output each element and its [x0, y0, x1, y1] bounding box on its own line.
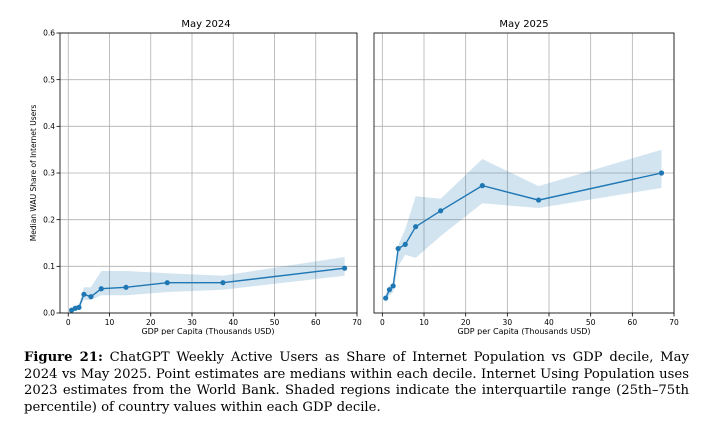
figure-caption: Figure 21: ChatGPT Weekly Active Users a…: [24, 350, 689, 416]
x-axis-label: GDP per Capita (Thousands USD): [141, 327, 274, 335]
panel-title: May 2025: [499, 19, 548, 30]
panel-may-2025: May 2025 0 10 20 30 40 50 60 70 GDP per Capita …: [373, 19, 679, 335]
x-tick-label: 0: [380, 318, 385, 327]
data-point: [88, 294, 94, 300]
x-tick-label: 30: [187, 318, 197, 327]
figure: May 2024 0 10 20 30 40 50 60 70 0.0 0.1 0.2 0.3 0.4…: [29, 19, 679, 335]
y-tick-label: 0.0: [43, 309, 55, 318]
x-tick-label: 0: [66, 318, 71, 327]
grid: [60, 32, 358, 314]
plot-frame: [373, 32, 675, 314]
y-tick-label: 0.2: [43, 215, 55, 224]
y-tick-label: 0.6: [43, 29, 55, 38]
y-ticks: 0.0 0.1 0.2 0.3 0.4 0.5 0.6: [43, 29, 60, 318]
x-tick-label: 50: [270, 318, 280, 327]
data-point: [438, 208, 444, 214]
data-point: [658, 170, 665, 176]
x-tick-label: 20: [461, 318, 471, 327]
x-ticks: 0 10 20 30 40 50 60 70: [380, 313, 679, 327]
x-tick-label: 30: [503, 318, 513, 327]
y-tick-label: 0.4: [43, 122, 55, 131]
data-point: [413, 224, 419, 230]
x-tick-label: 60: [628, 318, 638, 327]
median-line: [385, 172, 662, 299]
y-tick-label: 0.1: [43, 262, 55, 271]
data-point: [342, 265, 348, 271]
data-point: [220, 280, 226, 286]
data-point: [76, 304, 82, 310]
x-tick-label: 40: [544, 318, 554, 327]
median-points: [383, 170, 665, 301]
x-axis-label: GDP per Capita (Thousands USD): [457, 327, 590, 335]
data-point: [390, 283, 396, 289]
x-tick-label: 60: [311, 318, 321, 327]
caption-text: ChatGPT Weekly Active Users as Share of …: [24, 350, 689, 415]
x-tick-label: 70: [352, 318, 362, 327]
data-point: [395, 246, 401, 252]
y-tick-label: 0.3: [43, 169, 55, 178]
x-tick-label: 70: [669, 318, 679, 327]
y-axis-label: Median WAU Share of Internet Users: [29, 105, 38, 242]
data-point: [535, 197, 542, 203]
panel-may-2024: May 2024 0 10 20 30 40 50 60 70 0.0 0.1 0.2 0.3 0.4…: [29, 19, 362, 335]
data-point: [383, 295, 389, 301]
data-point: [98, 286, 104, 292]
iqr-band: [71, 257, 345, 313]
data-point: [386, 287, 393, 293]
data-point: [123, 284, 129, 290]
panel-title: May 2024: [181, 19, 230, 30]
x-tick-label: 50: [586, 318, 596, 327]
x-tick-label: 40: [228, 318, 238, 327]
data-point: [402, 241, 408, 247]
x-tick-label: 20: [146, 318, 156, 327]
data-point: [164, 280, 170, 286]
data-point: [479, 183, 485, 189]
y-tick-label: 0.5: [43, 75, 55, 84]
data-point: [81, 291, 87, 297]
iqr-band-area: [71, 257, 345, 313]
x-tick-label: 10: [419, 318, 429, 327]
median-polyline: [385, 172, 662, 299]
x-ticks: 0 10 20 30 40 50 60 70: [66, 313, 362, 327]
median-points: [68, 265, 348, 313]
x-tick-label: 10: [105, 318, 115, 327]
caption-label: Figure 21:: [24, 350, 103, 365]
